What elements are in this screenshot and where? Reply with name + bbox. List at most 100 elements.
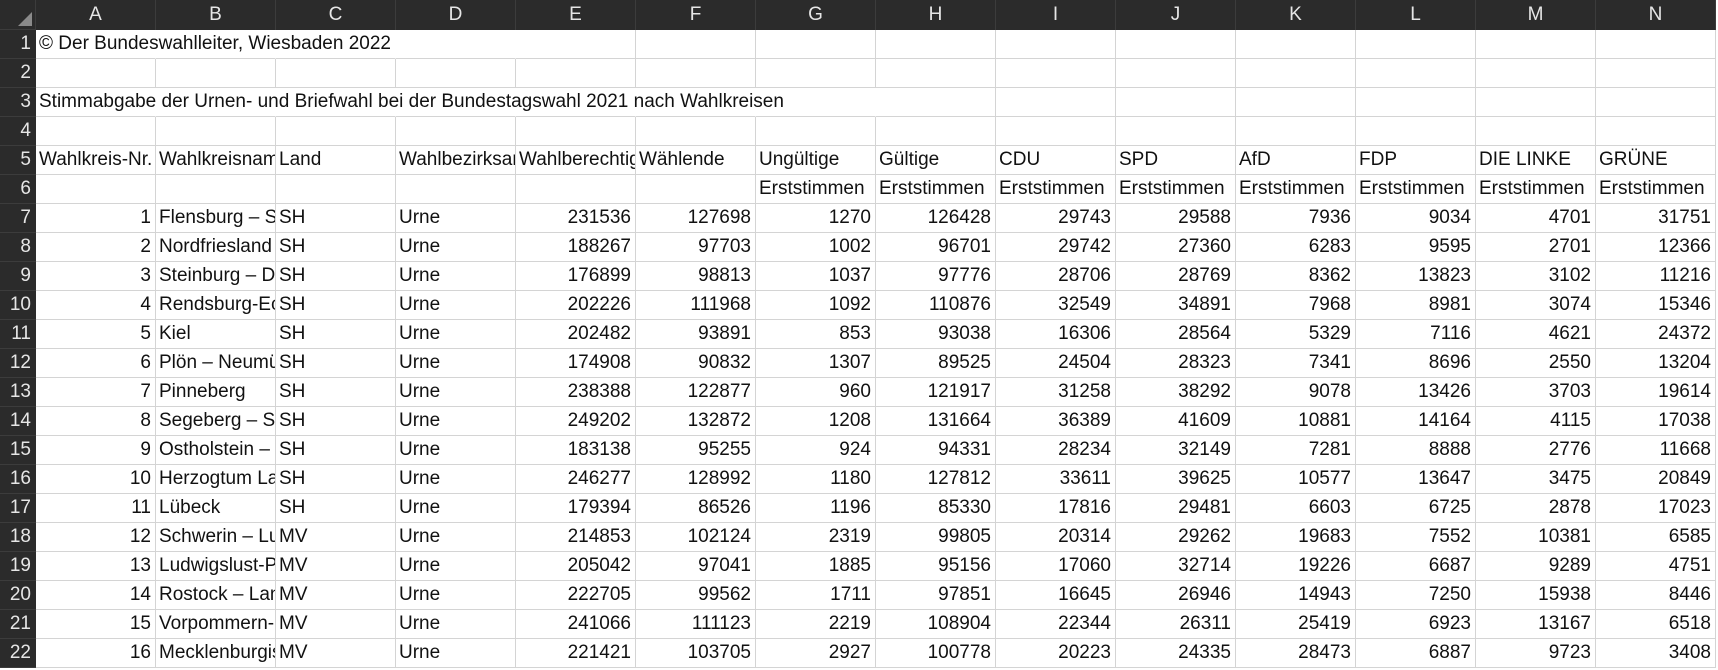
cell-E16[interactable]: 246277 xyxy=(516,465,636,494)
cell-L9[interactable]: 13823 xyxy=(1356,262,1476,291)
cell-C12[interactable]: SH xyxy=(276,349,396,378)
cell-B10[interactable]: Rendsburg-Eckernförde xyxy=(156,291,276,320)
cell-I12[interactable]: 24504 xyxy=(996,349,1116,378)
cell-G5[interactable]: Ungültige xyxy=(756,146,876,175)
column-header-A[interactable]: A xyxy=(36,0,156,30)
column-header-H[interactable]: H xyxy=(876,0,996,30)
cell-J20[interactable]: 26946 xyxy=(1116,581,1236,610)
cell-J9[interactable]: 28769 xyxy=(1116,262,1236,291)
column-header-M[interactable]: M xyxy=(1476,0,1596,30)
cell-B8[interactable]: Nordfriesland – Dithmarschen Nord xyxy=(156,233,276,262)
cell-G6[interactable]: Erststimmen xyxy=(756,175,876,204)
cell-K16[interactable]: 10577 xyxy=(1236,465,1356,494)
cell-E10[interactable]: 202226 xyxy=(516,291,636,320)
cell-E18[interactable]: 214853 xyxy=(516,523,636,552)
column-header-J[interactable]: J xyxy=(1116,0,1236,30)
cell-C1[interactable] xyxy=(276,30,396,59)
cell-B6[interactable] xyxy=(156,175,276,204)
cell-N7[interactable]: 31751 xyxy=(1596,204,1716,233)
cell-N2[interactable] xyxy=(1596,59,1716,88)
cell-B1[interactable] xyxy=(156,30,276,59)
cell-A17[interactable]: 11 xyxy=(36,494,156,523)
cell-F4[interactable] xyxy=(636,117,756,146)
cell-C3[interactable] xyxy=(276,88,396,117)
cell-H4[interactable] xyxy=(876,117,996,146)
cell-D11[interactable]: Urne xyxy=(396,320,516,349)
cell-A2[interactable] xyxy=(36,59,156,88)
cell-J7[interactable]: 29588 xyxy=(1116,204,1236,233)
cell-H14[interactable]: 131664 xyxy=(876,407,996,436)
cell-K10[interactable]: 7968 xyxy=(1236,291,1356,320)
cell-C2[interactable] xyxy=(276,59,396,88)
cell-H20[interactable]: 97851 xyxy=(876,581,996,610)
cell-F22[interactable]: 103705 xyxy=(636,639,756,668)
cell-F13[interactable]: 122877 xyxy=(636,378,756,407)
cell-M5[interactable]: DIE LINKE xyxy=(1476,146,1596,175)
cell-H18[interactable]: 99805 xyxy=(876,523,996,552)
cell-J15[interactable]: 32149 xyxy=(1116,436,1236,465)
cell-M6[interactable]: Erststimmen xyxy=(1476,175,1596,204)
cell-H17[interactable]: 85330 xyxy=(876,494,996,523)
cell-G8[interactable]: 1002 xyxy=(756,233,876,262)
cell-I16[interactable]: 33611 xyxy=(996,465,1116,494)
cell-H19[interactable]: 95156 xyxy=(876,552,996,581)
cell-F20[interactable]: 99562 xyxy=(636,581,756,610)
cell-N12[interactable]: 13204 xyxy=(1596,349,1716,378)
cell-C15[interactable]: SH xyxy=(276,436,396,465)
cell-K3[interactable] xyxy=(1236,88,1356,117)
cell-G7[interactable]: 1270 xyxy=(756,204,876,233)
cell-D16[interactable]: Urne xyxy=(396,465,516,494)
cell-J1[interactable] xyxy=(1116,30,1236,59)
row-header-3[interactable]: 3 xyxy=(0,88,36,117)
cell-K8[interactable]: 6283 xyxy=(1236,233,1356,262)
cell-I8[interactable]: 29742 xyxy=(996,233,1116,262)
cell-E3[interactable] xyxy=(516,88,636,117)
row-header-8[interactable]: 8 xyxy=(0,233,36,262)
cell-M13[interactable]: 3703 xyxy=(1476,378,1596,407)
cell-B3[interactable] xyxy=(156,88,276,117)
cell-I3[interactable] xyxy=(996,88,1116,117)
cell-D3[interactable] xyxy=(396,88,516,117)
cell-K7[interactable]: 7936 xyxy=(1236,204,1356,233)
cell-I13[interactable]: 31258 xyxy=(996,378,1116,407)
column-header-K[interactable]: K xyxy=(1236,0,1356,30)
cell-A11[interactable]: 5 xyxy=(36,320,156,349)
cell-A13[interactable]: 7 xyxy=(36,378,156,407)
cell-J4[interactable] xyxy=(1116,117,1236,146)
cell-C6[interactable] xyxy=(276,175,396,204)
cell-E1[interactable] xyxy=(516,30,636,59)
cell-C5[interactable]: Land xyxy=(276,146,396,175)
cell-C10[interactable]: SH xyxy=(276,291,396,320)
cell-L1[interactable] xyxy=(1356,30,1476,59)
cell-F3[interactable] xyxy=(636,88,756,117)
column-header-E[interactable]: E xyxy=(516,0,636,30)
cell-M16[interactable]: 3475 xyxy=(1476,465,1596,494)
row-header-13[interactable]: 13 xyxy=(0,378,36,407)
row-header-2[interactable]: 2 xyxy=(0,59,36,88)
row-header-16[interactable]: 16 xyxy=(0,465,36,494)
cell-F7[interactable]: 127698 xyxy=(636,204,756,233)
cell-K20[interactable]: 14943 xyxy=(1236,581,1356,610)
row-header-1[interactable]: 1 xyxy=(0,30,36,59)
cell-L5[interactable]: FDP xyxy=(1356,146,1476,175)
cell-L17[interactable]: 6725 xyxy=(1356,494,1476,523)
cell-J10[interactable]: 34891 xyxy=(1116,291,1236,320)
cell-E19[interactable]: 205042 xyxy=(516,552,636,581)
cell-F17[interactable]: 86526 xyxy=(636,494,756,523)
cell-F11[interactable]: 93891 xyxy=(636,320,756,349)
cell-H10[interactable]: 110876 xyxy=(876,291,996,320)
cell-L11[interactable]: 7116 xyxy=(1356,320,1476,349)
cell-D14[interactable]: Urne xyxy=(396,407,516,436)
cell-K2[interactable] xyxy=(1236,59,1356,88)
cell-J19[interactable]: 32714 xyxy=(1116,552,1236,581)
cell-J11[interactable]: 28564 xyxy=(1116,320,1236,349)
cell-B20[interactable]: Rostock – Landkreis Rostock II xyxy=(156,581,276,610)
cell-B14[interactable]: Segeberg – Stormarn-Mitte xyxy=(156,407,276,436)
cell-N4[interactable] xyxy=(1596,117,1716,146)
row-header-5[interactable]: 5 xyxy=(0,146,36,175)
cell-L3[interactable] xyxy=(1356,88,1476,117)
cell-D6[interactable] xyxy=(396,175,516,204)
cell-L10[interactable]: 8981 xyxy=(1356,291,1476,320)
cell-I14[interactable]: 36389 xyxy=(996,407,1116,436)
select-all-corner[interactable] xyxy=(0,0,36,30)
